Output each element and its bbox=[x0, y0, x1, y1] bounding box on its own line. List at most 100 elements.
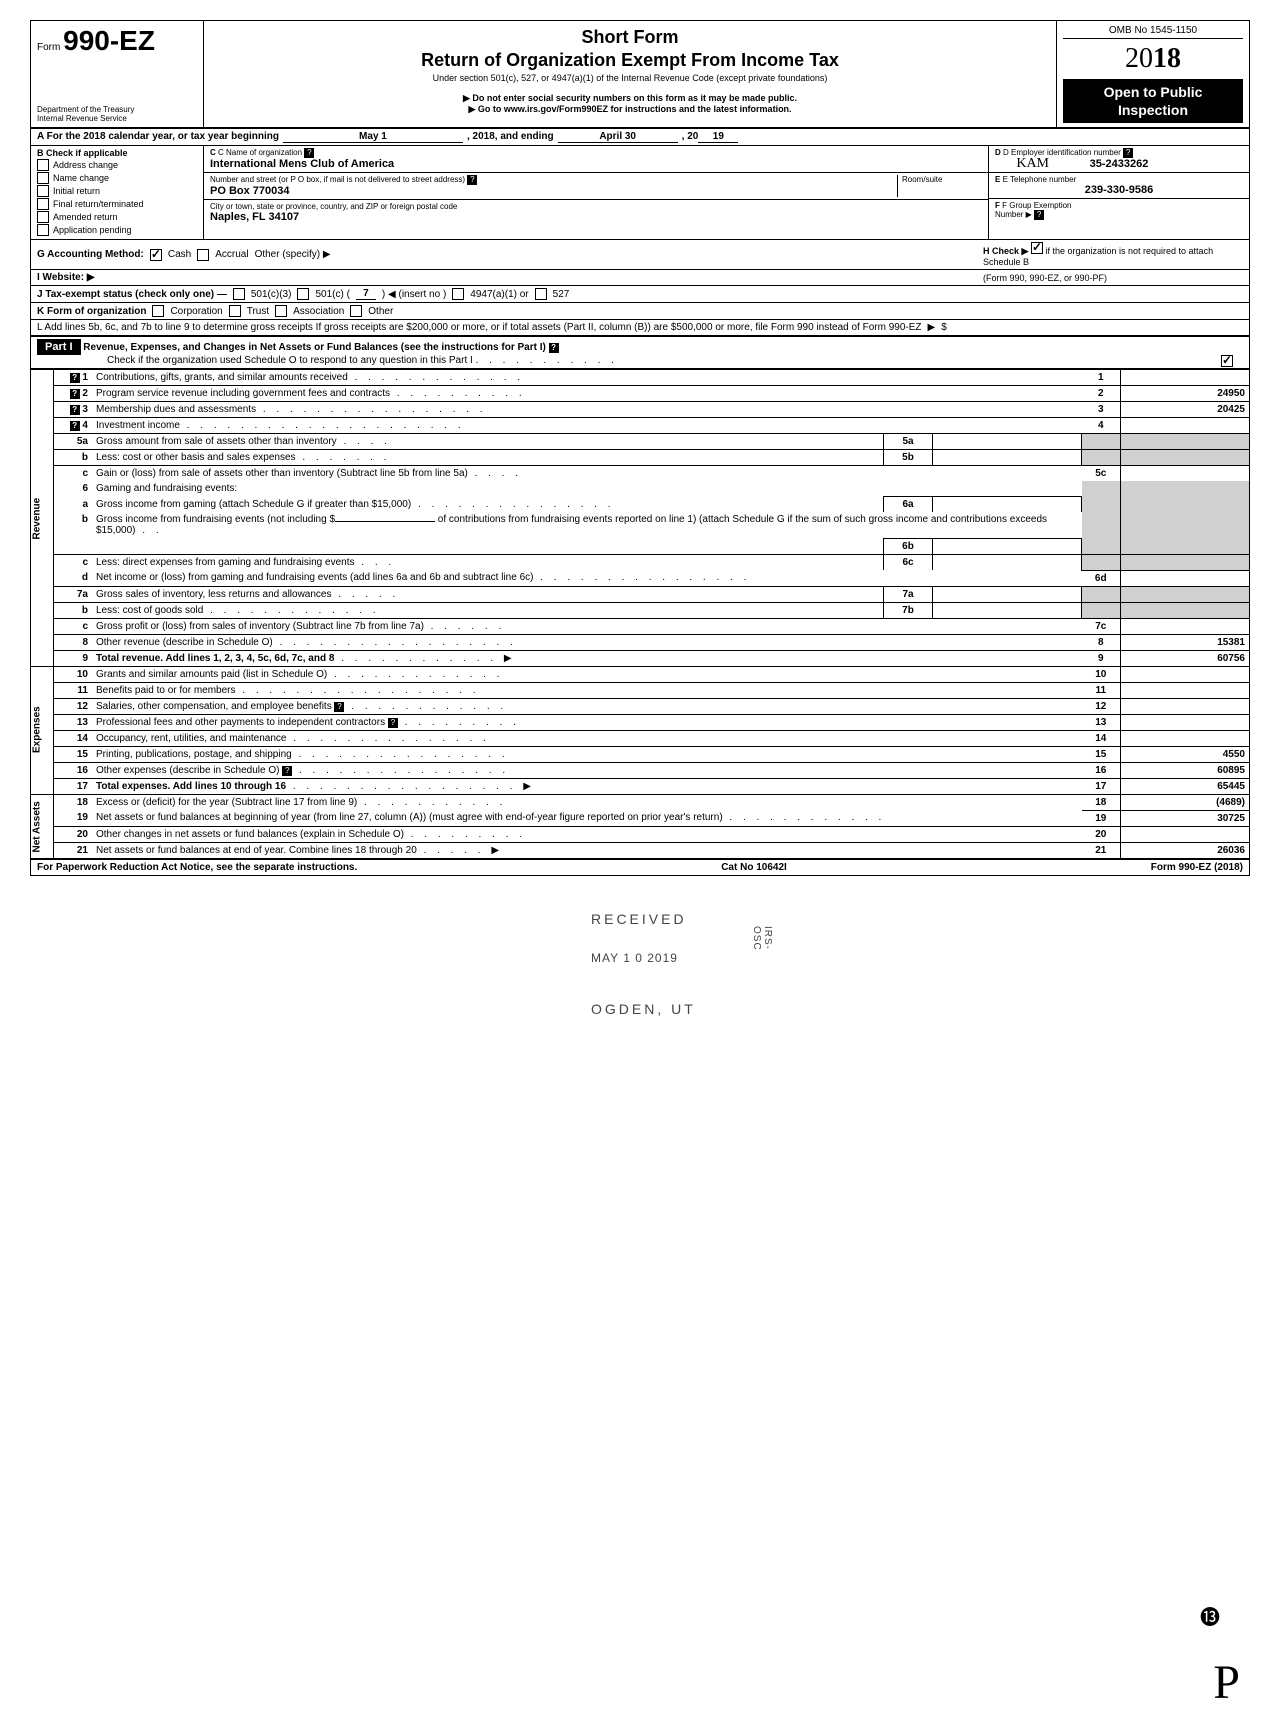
help-icon[interactable]: ? bbox=[70, 389, 80, 399]
val-2[interactable]: 24950 bbox=[1121, 386, 1250, 402]
val-7b[interactable] bbox=[933, 602, 1082, 618]
501c-number[interactable]: 7 bbox=[356, 288, 376, 300]
org-address[interactable]: PO Box 770034 bbox=[210, 185, 897, 197]
check-pending[interactable] bbox=[37, 224, 49, 236]
help-icon[interactable]: ? bbox=[304, 148, 314, 158]
val-6c[interactable] bbox=[933, 555, 1082, 571]
dept-treasury: Department of the Treasury bbox=[37, 105, 197, 114]
val-12[interactable] bbox=[1121, 698, 1250, 714]
phone[interactable]: 239-330-9586 bbox=[995, 184, 1243, 196]
header-center: Short Form Return of Organization Exempt… bbox=[204, 21, 1057, 127]
help-icon[interactable]: ? bbox=[70, 373, 80, 383]
help-icon[interactable]: ? bbox=[70, 405, 80, 415]
stamp-received: RECEIVED bbox=[591, 911, 687, 927]
val-7c[interactable] bbox=[1121, 618, 1250, 634]
revenue-label: Revenue bbox=[31, 370, 54, 667]
val-11[interactable] bbox=[1121, 682, 1250, 698]
header-right: OMB No 1545-1150 2018 Open to Public Ins… bbox=[1057, 21, 1249, 127]
handwritten-initials: KAM bbox=[1016, 156, 1049, 172]
val-5a[interactable] bbox=[933, 434, 1082, 450]
val-1[interactable] bbox=[1121, 370, 1250, 386]
val-15[interactable]: 4550 bbox=[1121, 746, 1250, 762]
val-21[interactable]: 26036 bbox=[1121, 842, 1250, 859]
val-6b[interactable] bbox=[933, 539, 1082, 555]
help-icon[interactable]: ? bbox=[388, 718, 398, 728]
val-13[interactable] bbox=[1121, 714, 1250, 730]
check-trust[interactable] bbox=[229, 305, 241, 317]
open-public: Open to Public Inspection bbox=[1063, 79, 1243, 123]
dept-irs: Internal Revenue Service bbox=[37, 114, 197, 123]
check-501c[interactable] bbox=[297, 288, 309, 300]
ssn-warning: ▶ Do not enter social security numbers o… bbox=[214, 93, 1046, 104]
val-7a[interactable] bbox=[933, 586, 1082, 602]
form-990ez: Form 990-EZ Department of the Treasury I… bbox=[30, 20, 1250, 876]
form-number: 990-EZ bbox=[63, 25, 155, 56]
check-schedule-o[interactable] bbox=[1221, 355, 1233, 367]
under-section: Under section 501(c), 527, or 4947(a)(1)… bbox=[214, 73, 1046, 83]
row-k-form-org: K Form of organization Corporation Trust… bbox=[31, 303, 1249, 320]
val-5c[interactable] bbox=[1121, 466, 1250, 482]
col-b-checkboxes: B Check if applicable Address change Nam… bbox=[31, 146, 204, 239]
stamp-irs: IRS-OSC bbox=[751, 926, 773, 951]
check-name-change[interactable] bbox=[37, 172, 49, 184]
help-icon[interactable]: ? bbox=[1034, 210, 1044, 220]
help-icon[interactable]: ? bbox=[70, 421, 80, 431]
year-end[interactable]: 19 bbox=[698, 131, 738, 143]
expenses-label: Expenses bbox=[31, 666, 54, 794]
form-prefix: Form bbox=[37, 42, 60, 53]
stamp-ogden: OGDEN, UT bbox=[591, 1001, 696, 1017]
check-other[interactable] bbox=[350, 305, 362, 317]
check-amended[interactable] bbox=[37, 211, 49, 223]
return-title: Return of Organization Exempt From Incom… bbox=[214, 50, 1046, 71]
check-501c3[interactable] bbox=[233, 288, 245, 300]
page-number: ⓭ bbox=[1200, 1601, 1220, 1630]
check-schedule-b[interactable] bbox=[1031, 242, 1043, 254]
check-accrual[interactable] bbox=[197, 249, 209, 261]
help-icon[interactable]: ? bbox=[549, 343, 559, 353]
year-end-month[interactable]: April 30 bbox=[558, 131, 678, 143]
val-6a[interactable] bbox=[933, 497, 1082, 513]
netassets-label: Net Assets bbox=[31, 794, 54, 859]
check-final-return[interactable] bbox=[37, 198, 49, 210]
help-icon[interactable]: ? bbox=[467, 175, 477, 185]
check-assoc[interactable] bbox=[275, 305, 287, 317]
signature-initial: P bbox=[1213, 1655, 1240, 1710]
check-cash[interactable] bbox=[150, 249, 162, 261]
check-corp[interactable] bbox=[152, 305, 164, 317]
lines-table: Revenue ? 1 Contributions, gifts, grants… bbox=[31, 369, 1249, 860]
val-8[interactable]: 15381 bbox=[1121, 634, 1250, 650]
org-city[interactable]: Naples, FL 34107 bbox=[210, 211, 982, 223]
val-5b[interactable] bbox=[933, 450, 1082, 466]
check-initial-return[interactable] bbox=[37, 185, 49, 197]
header-left: Form 990-EZ Department of the Treasury I… bbox=[31, 21, 204, 127]
year-begin[interactable]: May 1 bbox=[283, 131, 463, 143]
stamp-date: MAY 1 0 2019 bbox=[591, 951, 678, 965]
org-name[interactable]: International Mens Club of America bbox=[210, 158, 982, 170]
val-14[interactable] bbox=[1121, 730, 1250, 746]
row-i-website: I Website: ▶ (Form 990, 990-EZ, or 990-P… bbox=[31, 270, 1249, 286]
help-icon[interactable]: ? bbox=[1123, 148, 1133, 158]
help-icon[interactable]: ? bbox=[334, 702, 344, 712]
help-icon[interactable]: ? bbox=[282, 766, 292, 776]
form-header: Form 990-EZ Department of the Treasury I… bbox=[31, 21, 1249, 129]
val-16[interactable]: 60895 bbox=[1121, 762, 1250, 778]
val-17[interactable]: 65445 bbox=[1121, 778, 1250, 794]
check-4947[interactable] bbox=[452, 288, 464, 300]
goto-link: ▶ Go to www.irs.gov/Form990EZ for instru… bbox=[214, 104, 1046, 115]
tax-year: 2018 bbox=[1063, 43, 1243, 75]
val-20[interactable] bbox=[1121, 826, 1250, 842]
val-3[interactable]: 20425 bbox=[1121, 402, 1250, 418]
val-10[interactable] bbox=[1121, 666, 1250, 682]
val-6d[interactable] bbox=[1121, 570, 1250, 586]
val-4[interactable] bbox=[1121, 418, 1250, 434]
val-18[interactable]: (4689) bbox=[1121, 794, 1250, 810]
row-j-exempt-status: J Tax-exempt status (check only one) — 5… bbox=[31, 286, 1249, 303]
short-form-title: Short Form bbox=[214, 27, 1046, 48]
val-19[interactable]: 30725 bbox=[1121, 810, 1250, 826]
row-g-accounting: G Accounting Method: Cash Accrual Other … bbox=[31, 240, 1249, 270]
check-address-change[interactable] bbox=[37, 159, 49, 171]
part1-header: Part I Revenue, Expenses, and Changes in… bbox=[31, 337, 1249, 369]
form-footer: For Paperwork Reduction Act Notice, see … bbox=[31, 860, 1249, 875]
val-9[interactable]: 60756 bbox=[1121, 650, 1250, 666]
check-527[interactable] bbox=[535, 288, 547, 300]
